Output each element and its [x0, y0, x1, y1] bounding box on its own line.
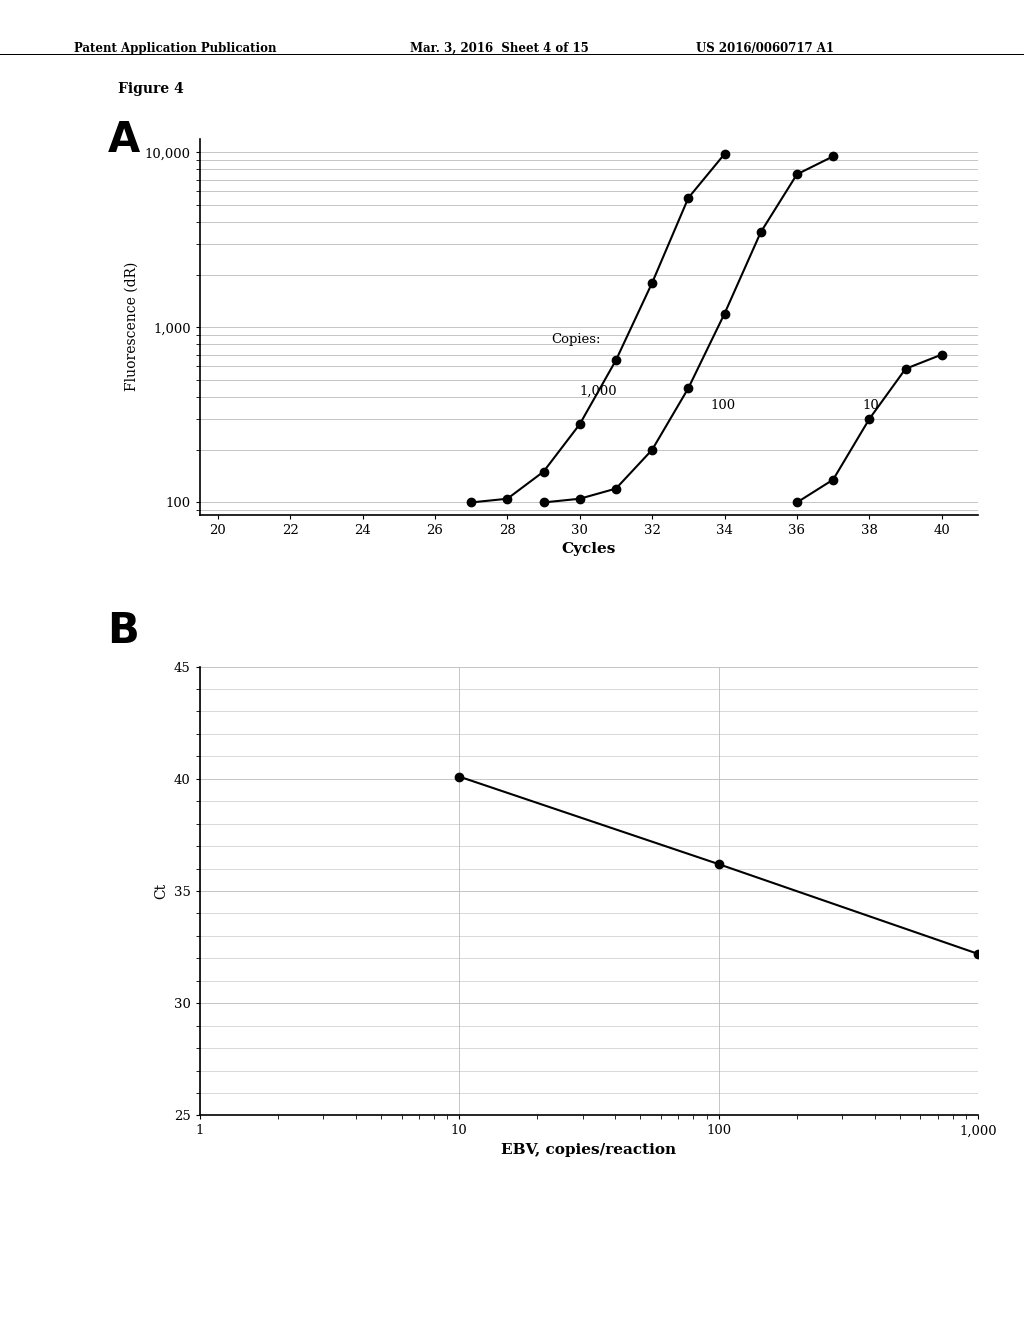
Text: 10: 10 [862, 399, 879, 412]
Y-axis label: Fluorescence (dR): Fluorescence (dR) [125, 261, 139, 392]
Text: US 2016/0060717 A1: US 2016/0060717 A1 [696, 42, 835, 55]
Text: Mar. 3, 2016  Sheet 4 of 15: Mar. 3, 2016 Sheet 4 of 15 [410, 42, 589, 55]
Text: Copies:: Copies: [551, 334, 600, 346]
Text: A: A [108, 119, 139, 161]
Y-axis label: Ct: Ct [155, 883, 168, 899]
X-axis label: EBV, copies/reaction: EBV, copies/reaction [501, 1143, 677, 1158]
Text: Patent Application Publication: Patent Application Publication [74, 42, 276, 55]
Text: 1,000: 1,000 [580, 385, 617, 399]
Text: 100: 100 [710, 399, 735, 412]
Text: Figure 4: Figure 4 [118, 82, 183, 96]
Text: B: B [108, 610, 139, 652]
X-axis label: Cycles: Cycles [561, 543, 616, 557]
